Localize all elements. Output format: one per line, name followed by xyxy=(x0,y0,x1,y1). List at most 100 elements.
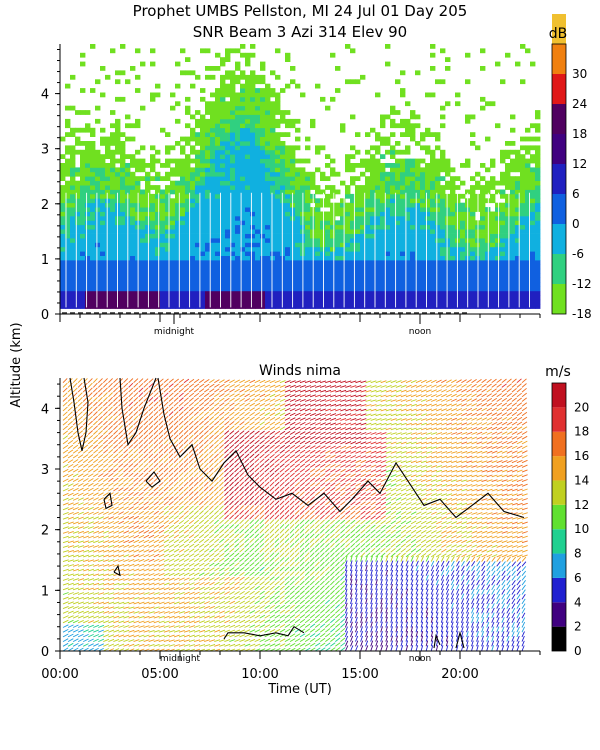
wind-barb xyxy=(67,592,74,595)
wind-barb xyxy=(153,401,159,407)
snr-cell xyxy=(220,105,226,111)
wind-barb xyxy=(123,501,129,506)
wind-barb xyxy=(108,611,115,614)
snr-cell xyxy=(430,260,436,265)
snr-cell xyxy=(415,185,421,190)
snr-cell xyxy=(140,145,146,151)
snr-cell xyxy=(480,189,486,195)
wind-barb xyxy=(148,458,154,464)
snr-cell xyxy=(95,229,101,234)
snr-cell xyxy=(150,268,156,274)
snr-cell xyxy=(385,242,391,248)
snr-cell xyxy=(230,224,236,230)
wind-barb xyxy=(67,549,74,553)
snr-cell xyxy=(525,176,531,181)
wind-barb xyxy=(113,411,118,417)
snr-cell xyxy=(65,290,71,296)
wind-barb xyxy=(72,430,78,435)
snr-cell xyxy=(350,202,356,208)
snr-cell xyxy=(515,229,521,234)
snr-cell xyxy=(115,167,121,173)
wind-barb xyxy=(67,473,74,478)
wind-barb xyxy=(103,516,109,520)
snr-cell xyxy=(435,176,441,181)
snr-cell xyxy=(285,145,291,151)
wind-barb xyxy=(72,530,79,534)
snr-cell xyxy=(150,277,156,283)
wind-barb xyxy=(133,511,139,515)
snr-cell xyxy=(85,290,91,296)
wind-barb xyxy=(138,510,144,515)
snr-cell xyxy=(365,198,371,204)
snr-cell xyxy=(240,233,246,239)
snr-cell xyxy=(330,255,336,261)
snr-cell xyxy=(435,198,441,204)
snr-cell xyxy=(435,211,441,217)
snr-cell xyxy=(305,295,311,301)
snr-cell xyxy=(215,211,221,217)
snr-cell xyxy=(460,215,466,221)
snr-cell xyxy=(480,242,486,248)
wind-barb xyxy=(62,397,68,402)
snr-cell xyxy=(70,189,76,195)
wind-barb xyxy=(67,430,74,435)
wind-barb xyxy=(108,563,115,567)
snr-cell xyxy=(65,171,71,177)
wind-barb xyxy=(153,439,159,445)
wind-barb xyxy=(138,482,144,487)
wind-barb xyxy=(128,401,134,407)
snr-cell xyxy=(380,118,386,124)
snr-cell xyxy=(130,185,136,190)
wind-barb xyxy=(103,606,110,610)
snr-cell xyxy=(80,180,86,186)
snr-cell xyxy=(320,242,326,248)
wind-barb xyxy=(77,587,84,591)
wind-barb xyxy=(62,406,68,412)
snr-cell xyxy=(335,233,341,239)
snr-cell xyxy=(175,273,181,278)
wind-barb xyxy=(148,448,154,454)
snr-cell xyxy=(520,158,526,164)
wind-barb xyxy=(138,387,144,393)
snr-cell xyxy=(435,215,441,221)
snr-cell xyxy=(415,229,421,234)
snr-cell xyxy=(65,295,71,301)
snr-cell xyxy=(85,171,91,177)
snr-cell xyxy=(320,211,326,217)
snr-cell xyxy=(410,127,416,133)
snr-cell xyxy=(360,277,366,283)
snr-cell xyxy=(275,273,281,278)
snr-cell xyxy=(535,114,541,120)
snr-cell xyxy=(120,70,126,76)
snr-cell xyxy=(150,260,156,265)
snr-cell xyxy=(425,207,431,212)
snr-cell xyxy=(230,96,236,102)
wind-barb xyxy=(148,573,155,577)
snr-cell xyxy=(310,180,316,186)
snr-cell xyxy=(270,211,276,217)
snr-cell xyxy=(155,193,161,199)
wind-barb xyxy=(113,520,119,525)
snr-cell xyxy=(260,207,266,212)
snr-cell xyxy=(385,207,391,212)
wind-barb xyxy=(143,629,150,633)
snr-cell xyxy=(520,163,526,168)
snr-cell xyxy=(395,141,401,146)
snr-cell xyxy=(195,277,201,283)
snr-cell xyxy=(445,304,451,309)
snr-cell xyxy=(345,282,351,287)
wind-barb xyxy=(92,401,98,407)
snr-cell xyxy=(80,246,86,252)
wind-barb xyxy=(67,478,74,482)
snr-cell xyxy=(270,233,276,239)
wind-barb xyxy=(128,615,135,619)
snr-cell xyxy=(90,189,96,195)
snr-cell xyxy=(435,255,441,261)
wind-barb xyxy=(103,610,110,614)
snr-cell xyxy=(210,193,216,199)
snr-cell xyxy=(460,163,466,168)
snr-cell xyxy=(285,198,291,204)
snr-cell xyxy=(205,268,211,274)
snr-cell xyxy=(405,295,411,301)
